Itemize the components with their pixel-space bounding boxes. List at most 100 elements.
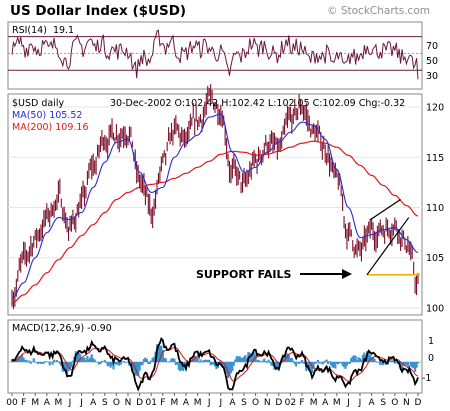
- macd-hist-bar: [331, 362, 334, 368]
- macd-hist-bar: [50, 361, 53, 363]
- macd-hist-bar: [266, 362, 269, 363]
- macd-hist-bar: [260, 361, 263, 363]
- macd-hist-bar: [66, 362, 69, 374]
- price-tick-label: 115: [426, 153, 444, 164]
- x-tick-label: F: [21, 398, 26, 408]
- ohlc-readout: 30-Dec-2002 O:102.42 H:102.42 L:102.05 C…: [110, 98, 405, 109]
- macd-hist-bar: [142, 358, 146, 362]
- macd-hist-bar: [242, 356, 246, 362]
- macd-hist-bar: [195, 356, 198, 362]
- macd-hist-bar: [48, 362, 51, 366]
- macd-hist-bar: [76, 352, 79, 362]
- macd-line: [11, 337, 419, 392]
- macd-hist-bar: [21, 354, 24, 362]
- macd-hist-bar: [322, 362, 325, 364]
- macd-hist-bar: [360, 359, 363, 362]
- macd-hist-bar: [416, 362, 420, 364]
- macd-hist-bar: [135, 362, 138, 376]
- macd-hist-bar: [332, 362, 335, 368]
- macd-hist-bar: [411, 362, 414, 368]
- price-tick-label: 120: [426, 103, 444, 114]
- macd-hist-bar: [380, 362, 383, 365]
- macd-hist-bar: [392, 360, 395, 362]
- macd-hist-bar: [405, 362, 408, 365]
- rsi-layer: [8, 29, 422, 80]
- macd-hist-bar: [45, 361, 48, 363]
- macd-hist-bar: [18, 356, 21, 362]
- macd-hist-bar: [287, 354, 291, 362]
- macd-hist-bar: [209, 362, 212, 366]
- macd-hist-bar: [28, 360, 31, 362]
- macd-hist-bar: [376, 362, 379, 363]
- macd-hist-bar: [137, 362, 140, 377]
- macd-hist-bar: [340, 362, 343, 364]
- macd-hist-bar: [303, 362, 306, 365]
- macd-hist-bar: [60, 362, 63, 367]
- macd-hist-bar: [221, 362, 224, 367]
- price-tick-label: 105: [426, 253, 444, 264]
- x-tick-label: J: [346, 398, 350, 408]
- macd-hist-bar: [79, 354, 82, 362]
- macd-hist-bar: [253, 352, 256, 362]
- macd-hist-bar: [403, 362, 407, 366]
- macd-hist-bar: [361, 355, 364, 362]
- macd-hist-bar: [25, 359, 28, 362]
- macd-hist-bar: [311, 362, 314, 374]
- price-tick-label: 100: [426, 303, 444, 314]
- macd-hist-bar: [348, 362, 351, 365]
- macd-hist-bar: [145, 359, 148, 362]
- macd-hist-bar: [293, 362, 296, 365]
- macd-hist-bar: [298, 362, 301, 364]
- macd-hist-bar: [177, 362, 180, 370]
- macd-hist-bar: [200, 362, 204, 363]
- macd-hist-bar: [126, 361, 130, 363]
- macd-hist-bar: [345, 362, 349, 366]
- x-tick-label: F: [160, 398, 165, 408]
- macd-hist-bar: [263, 358, 266, 362]
- macd-hist-bar: [257, 359, 260, 362]
- macd-hist-bar: [132, 362, 135, 372]
- macd-hist-bar: [116, 362, 119, 365]
- macd-hist-bar: [414, 362, 417, 372]
- x-tick-label: A: [369, 398, 376, 408]
- macd-hist-bar: [393, 362, 396, 364]
- macd-hist-bar: [351, 356, 354, 362]
- macd-hist-bar: [96, 362, 99, 363]
- x-tick-label: D: [136, 398, 143, 408]
- symbol-label: $USD daily: [12, 98, 64, 109]
- macd-hist-bar: [374, 361, 378, 362]
- macd-hist-bar: [261, 360, 264, 362]
- macd-hist-bar: [232, 362, 235, 366]
- macd-hist-bar: [412, 362, 415, 369]
- stockcharts-credit[interactable]: © StockCharts.com: [327, 5, 430, 17]
- macd-hist-bar: [277, 362, 280, 368]
- macd-hist-bar: [228, 362, 231, 376]
- macd-hist-bar: [335, 362, 338, 364]
- x-tick-label: A: [229, 398, 236, 408]
- x-tick-label: O: [391, 398, 398, 408]
- macd-hist-bar: [334, 362, 337, 369]
- macd-hist-bar: [377, 362, 380, 363]
- macd-hist-bar: [264, 360, 267, 362]
- macd-hist-bar: [254, 354, 257, 362]
- annotation-arrow-head: [342, 269, 352, 279]
- macd-hist-bar: [97, 362, 101, 365]
- support-fails-annotation: SUPPORT FAILS: [196, 268, 292, 281]
- macd-hist-bar: [86, 356, 89, 362]
- macd-hist-bar: [70, 362, 73, 368]
- macd-hist-bar: [163, 358, 166, 362]
- macd-hist-bar: [35, 362, 38, 363]
- macd-hist-bar: [93, 359, 96, 362]
- macd-hist-bar: [274, 362, 277, 371]
- rsi-line: [11, 29, 419, 80]
- x-tick-label: 00: [6, 398, 18, 408]
- macd-hist-bar: [193, 356, 196, 362]
- macd-hist-bar: [81, 357, 85, 362]
- macd-hist-bar: [125, 362, 128, 363]
- price-bars: [11, 84, 419, 310]
- macd-hist-bar: [52, 359, 56, 362]
- x-tick-label: A: [90, 398, 97, 408]
- macd-hist-bar: [105, 362, 108, 363]
- macd-hist-bar: [244, 355, 247, 362]
- macd-hist-bar: [108, 362, 111, 366]
